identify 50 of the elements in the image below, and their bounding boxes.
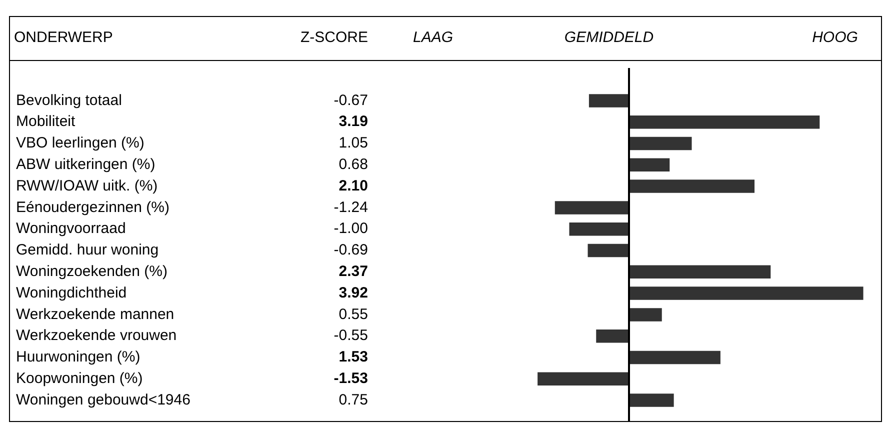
y-tick-label: Huurwoningen (%): [16, 348, 140, 366]
data-label: 0.68: [338, 156, 368, 174]
y-axis-title: ONDERWERP: [14, 29, 113, 46]
y-tick-label: Eénoudergezinnen (%): [16, 198, 170, 216]
bar: [569, 222, 629, 236]
y-tick-label: Werkzoekende mannen: [16, 306, 174, 323]
bar: [588, 94, 629, 108]
bar: [629, 350, 720, 364]
bar: [629, 180, 755, 193]
y-tick-label: VBO leerlingen (%): [16, 134, 144, 152]
data-label: 2.10: [338, 177, 368, 194]
bar: [629, 308, 662, 322]
y-tick-label: Koopwoningen (%): [16, 370, 143, 388]
y-tick-label: Bevolking totaal: [16, 92, 122, 109]
y-tick-label: Gemidd. huur woning: [16, 242, 159, 259]
data-label: 3.19: [338, 113, 368, 130]
data-label: -0.69: [334, 242, 368, 259]
bar: [588, 244, 629, 258]
bar: [538, 372, 629, 386]
data-label: -1.53: [334, 370, 368, 388]
y-tick-label: Woningen gebouwd<1946: [16, 391, 190, 408]
data-label: -1.00: [334, 220, 368, 238]
y-tick-label: Mobiliteit: [16, 113, 76, 130]
data-label: 0.55: [338, 306, 368, 323]
bar: [554, 201, 629, 214]
data-label: -1.24: [334, 198, 368, 216]
text: HOOG: [812, 29, 858, 46]
y-tick-label: Woningzoekenden (%): [16, 263, 168, 280]
bar: [629, 136, 692, 150]
data-label: -0.55: [334, 327, 368, 344]
text: GEMIDDELD: [564, 29, 654, 46]
bar: [629, 286, 864, 300]
data-label: -0.67: [334, 92, 368, 109]
data-label: 1.53: [338, 348, 368, 366]
bar: [596, 329, 629, 343]
bar: [629, 265, 771, 279]
bar: [629, 394, 674, 407]
data-label: 1.05: [338, 134, 368, 152]
y-tick-label: Woningvoorraad: [16, 220, 126, 238]
y-tick-label: ABW uitkeringen (%): [16, 156, 156, 174]
y-tick-label: Werkzoekende vrouwen: [16, 327, 177, 344]
y-tick-label: RWW/IOAW uitk. (%): [16, 177, 158, 194]
data-label: 3.92: [338, 284, 368, 302]
bar: [629, 158, 670, 172]
data-label: 2.37: [338, 263, 368, 280]
data-label: 0.75: [338, 391, 368, 408]
text: Z-SCORE: [300, 29, 368, 46]
y-tick-label: Woningdichtheid: [16, 284, 127, 302]
text: LAAG: [412, 29, 454, 46]
bar: [629, 115, 820, 129]
